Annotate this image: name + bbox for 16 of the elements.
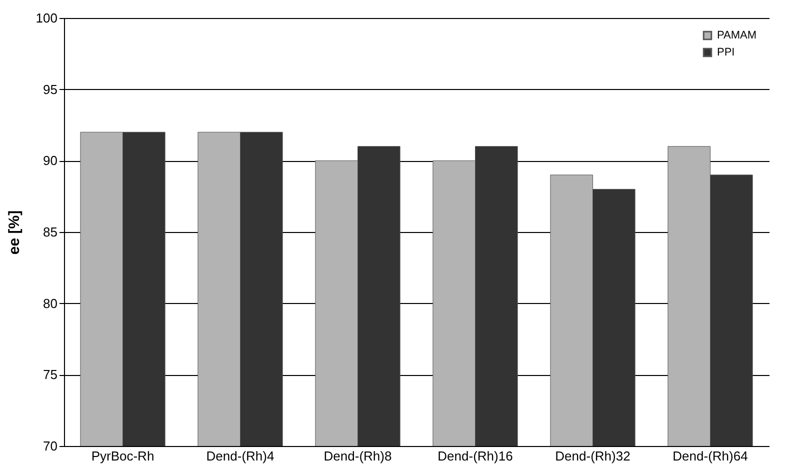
x-tick-label: Dend-(Rh)8 xyxy=(324,448,392,464)
y-tick-label: 90 xyxy=(43,153,58,168)
x-tick-label: Dend-(Rh)64 xyxy=(672,448,748,464)
y-axis-title: ee [%] xyxy=(6,210,23,255)
legend-label: PPI xyxy=(717,46,735,58)
x-tick-label: Dend-(Rh)4 xyxy=(206,448,274,464)
legend-label: PAMAM xyxy=(717,30,757,42)
y-tick-label: 95 xyxy=(43,82,58,97)
y-tick-label: 80 xyxy=(43,296,58,311)
y-tick-label: 85 xyxy=(43,224,58,240)
y-tick-label: 100 xyxy=(36,10,58,26)
x-tick-label: PyrBoc-Rh xyxy=(91,448,154,464)
x-tick-label: Dend-(Rh)32 xyxy=(555,448,630,464)
x-tick-label: Dend-(Rh)16 xyxy=(438,448,513,464)
y-tick-label: 70 xyxy=(43,438,58,454)
y-tick-label: 75 xyxy=(43,367,58,382)
